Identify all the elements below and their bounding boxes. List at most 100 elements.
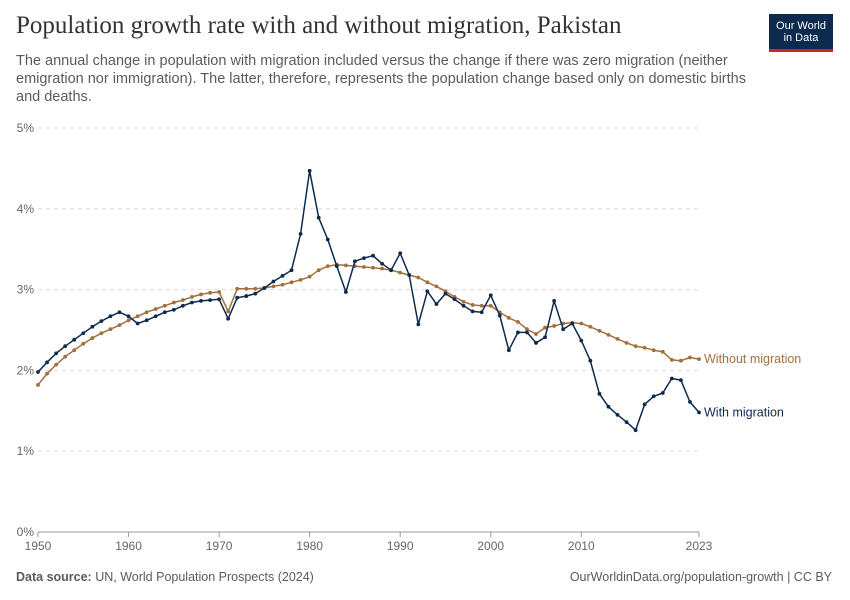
data-point: [289, 268, 294, 273]
data-point: [416, 322, 421, 327]
data-point: [325, 264, 330, 269]
data-point: [697, 357, 701, 361]
data-point: [235, 295, 240, 300]
data-point: [217, 290, 221, 294]
data-point: [624, 341, 629, 345]
y-tick-label: 0%: [17, 525, 35, 539]
x-tick-label: 2010: [568, 539, 595, 553]
data-point: [651, 394, 656, 399]
data-point: [434, 302, 439, 307]
data-point: [208, 298, 212, 303]
data-point: [552, 299, 557, 303]
data-point: [253, 286, 258, 291]
data-point: [334, 264, 339, 269]
y-tick-label: 4%: [17, 202, 35, 216]
data-point: [180, 303, 185, 308]
data-point: [552, 324, 557, 328]
data-point: [271, 284, 276, 289]
data-point: [289, 280, 294, 285]
data-source: Data source: UN, World Population Prospe…: [16, 570, 314, 584]
data-point: [217, 297, 221, 302]
data-point: [479, 303, 484, 308]
data-point: [570, 321, 575, 326]
data-point: [135, 314, 140, 319]
data-point: [642, 402, 647, 407]
data-point: [561, 327, 566, 332]
chart-title: Population growth rate with and without …: [16, 12, 622, 39]
data-point: [226, 316, 231, 321]
source-url-link[interactable]: OurWorldinData.org/population-growth | C…: [569, 570, 832, 584]
data-point: [226, 309, 231, 314]
x-tick-label: 1990: [387, 539, 414, 553]
data-point: [615, 412, 620, 417]
data-point: [398, 270, 403, 275]
data-point: [280, 273, 285, 278]
logo-line-2: in Data: [783, 32, 819, 44]
series-line-with-migration: [37, 170, 700, 431]
data-point: [99, 331, 104, 336]
data-point: [534, 332, 538, 336]
data-point: [425, 289, 430, 294]
x-tick-label: 1980: [296, 539, 323, 553]
data-point: [579, 321, 584, 326]
owid-logo[interactable]: Our World in Data: [769, 14, 833, 52]
data-point: [316, 268, 321, 273]
data-point: [669, 357, 674, 362]
data-point: [117, 310, 122, 315]
data-point: [543, 325, 547, 330]
data-point: [633, 344, 638, 349]
data-point: [108, 327, 113, 332]
data-point: [380, 266, 384, 271]
data-point: [343, 290, 348, 294]
data-point: [81, 341, 86, 346]
data-point: [678, 358, 683, 363]
data-point: [253, 291, 258, 296]
data-point: [371, 265, 375, 270]
data-point: [90, 324, 95, 329]
y-tick-label: 5%: [17, 121, 35, 135]
data-point: [36, 383, 40, 387]
data-point: [117, 323, 122, 328]
data-point: [45, 371, 49, 376]
data-point: [153, 314, 158, 319]
data-point: [425, 280, 430, 285]
data-point: [171, 300, 176, 305]
data-point: [90, 336, 95, 340]
data-point: [606, 332, 611, 337]
data-point: [144, 310, 149, 315]
chart-subtitle: The annual change in population with mig…: [16, 53, 746, 105]
data-point: [362, 256, 366, 260]
data-point: [190, 300, 194, 305]
series-label: With migration: [704, 405, 784, 419]
data-point: [398, 251, 403, 256]
data-point: [669, 376, 674, 381]
data-source-text: UN, World Population Prospects (2024): [95, 570, 314, 584]
data-point: [688, 400, 692, 404]
data-point: [470, 303, 475, 307]
data-point: [461, 303, 466, 308]
y-tick-label: 3%: [17, 283, 35, 297]
data-point: [63, 344, 68, 349]
data-point: [72, 337, 77, 342]
data-point: [316, 215, 321, 220]
x-tick-label: 1970: [206, 539, 233, 553]
data-point: [153, 307, 158, 311]
data-point: [162, 310, 167, 315]
data-point: [389, 268, 394, 273]
data-point: [461, 299, 466, 304]
data-point: [99, 319, 104, 324]
data-point: [135, 321, 140, 326]
data-point: [470, 309, 475, 314]
series-label: Without migration: [704, 352, 801, 366]
data-point: [235, 286, 240, 291]
data-point: [126, 318, 131, 323]
data-point: [180, 298, 185, 303]
data-point: [353, 259, 357, 264]
x-tick-label: 1950: [25, 539, 52, 553]
data-point: [579, 338, 584, 343]
x-tick-label: 2000: [477, 539, 504, 553]
data-point: [543, 335, 547, 340]
data-point: [624, 420, 629, 425]
data-point: [678, 378, 683, 382]
